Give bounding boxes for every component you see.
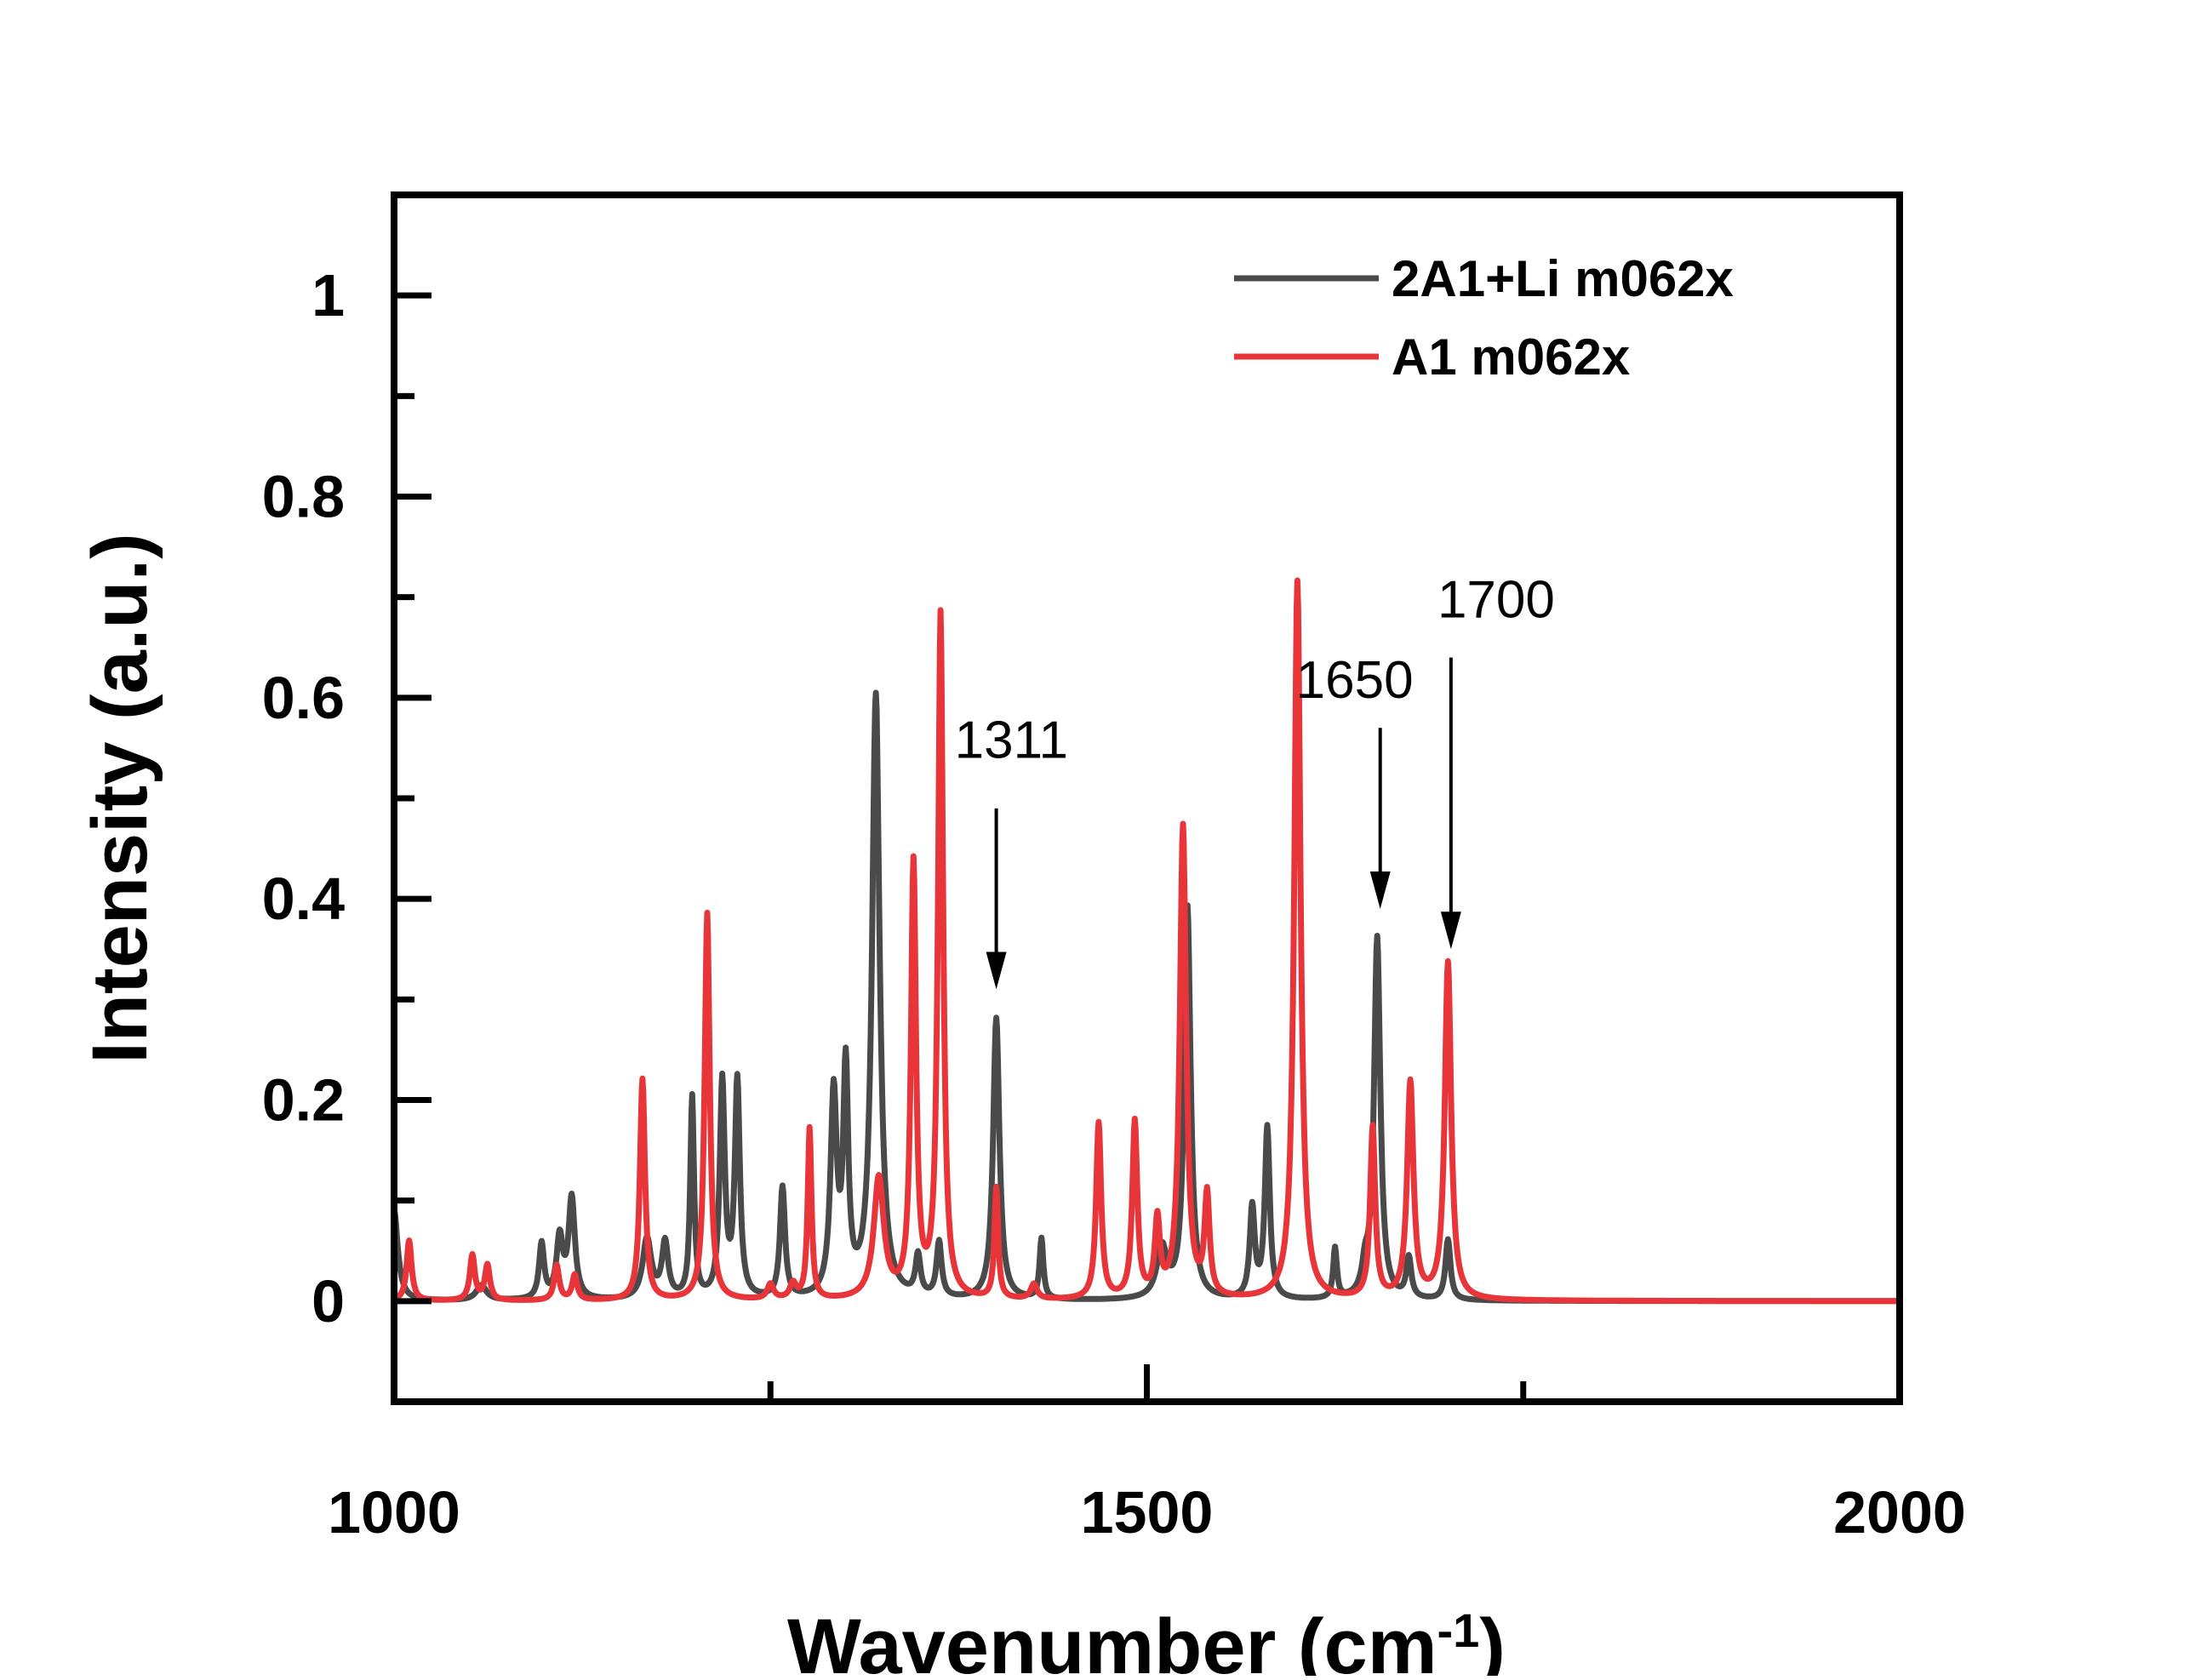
- y-tick-label-3: 0.6: [262, 665, 345, 731]
- annotation-label-1311: 1311: [955, 711, 1068, 770]
- annotation-label-1700: 1700: [1437, 570, 1555, 629]
- x-axis-title-main: Wavenumber (cm: [787, 1603, 1437, 1676]
- legend-label-2a1-li: 2A1+Li m062x: [1392, 250, 1734, 307]
- y-tick-label-2: 0.4: [262, 866, 345, 932]
- tick-label-layer: 0 0.2 0.4 0.6 0.8 1 1000 1500 2000: [262, 262, 1966, 1546]
- y-tick-label-4: 0.8: [262, 464, 345, 530]
- annotation-layer: 1311 1650 1700: [955, 570, 1555, 990]
- x-tick-label-2: 2000: [1833, 1479, 1966, 1546]
- x-axis-title: Wavenumber (cm-1): [787, 1603, 1506, 1677]
- x-axis-title-superscript: -1: [1437, 1603, 1480, 1657]
- x-axis-title-end: ): [1479, 1603, 1506, 1676]
- legend-label-a1: A1 m062x: [1392, 329, 1630, 386]
- y-tick-label-5: 1: [311, 262, 345, 329]
- series-layer: [391, 577, 1902, 1305]
- annotation-arrow-head-1650: [1369, 871, 1391, 909]
- y-tick-label-1: 0.2: [262, 1067, 345, 1134]
- annotation-arrow-head-1311: [986, 951, 1007, 990]
- annotation-arrow-head-1700: [1440, 911, 1461, 950]
- tick-layer: [391, 292, 1903, 1402]
- series-line-1: [392, 577, 1902, 1305]
- annotation-label-1650: 1650: [1296, 651, 1414, 710]
- y-axis-title: Intensity (a.u.): [77, 533, 163, 1064]
- plot-frame: [391, 191, 1903, 1405]
- legend: 2A1+Li m062x A1 m062x: [1234, 250, 1734, 386]
- x-tick-label-0: 1000: [328, 1479, 460, 1546]
- x-tick-label-1: 1500: [1081, 1479, 1214, 1546]
- y-tick-label-0: 0: [311, 1268, 345, 1334]
- series-line-0: [391, 689, 1902, 1305]
